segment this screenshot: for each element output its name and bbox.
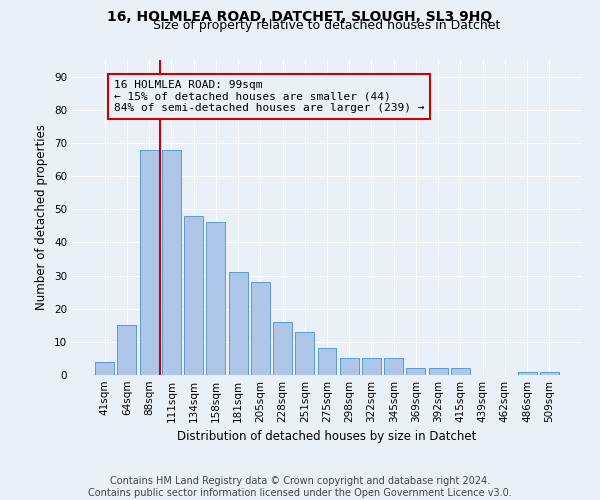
Bar [95, 362, 114, 375]
Title: Size of property relative to detached houses in Datchet: Size of property relative to detached ho… [154, 20, 500, 32]
Bar [406, 368, 425, 375]
Bar [384, 358, 403, 375]
Bar [429, 368, 448, 375]
Bar [229, 272, 248, 375]
Bar [118, 326, 136, 375]
Bar [540, 372, 559, 375]
Bar [251, 282, 270, 375]
Y-axis label: Number of detached properties: Number of detached properties [35, 124, 49, 310]
Bar [206, 222, 225, 375]
Bar [184, 216, 203, 375]
Bar [451, 368, 470, 375]
Bar [162, 150, 181, 375]
X-axis label: Distribution of detached houses by size in Datchet: Distribution of detached houses by size … [178, 430, 476, 444]
Text: 16 HOLMLEA ROAD: 99sqm
← 15% of detached houses are smaller (44)
84% of semi-det: 16 HOLMLEA ROAD: 99sqm ← 15% of detached… [114, 80, 424, 113]
Text: Contains HM Land Registry data © Crown copyright and database right 2024.
Contai: Contains HM Land Registry data © Crown c… [88, 476, 512, 498]
Bar [273, 322, 292, 375]
Bar [340, 358, 359, 375]
Bar [295, 332, 314, 375]
Bar [518, 372, 536, 375]
Bar [140, 150, 158, 375]
Bar [317, 348, 337, 375]
Text: 16, HOLMLEA ROAD, DATCHET, SLOUGH, SL3 9HQ: 16, HOLMLEA ROAD, DATCHET, SLOUGH, SL3 9… [107, 10, 493, 24]
Bar [362, 358, 381, 375]
